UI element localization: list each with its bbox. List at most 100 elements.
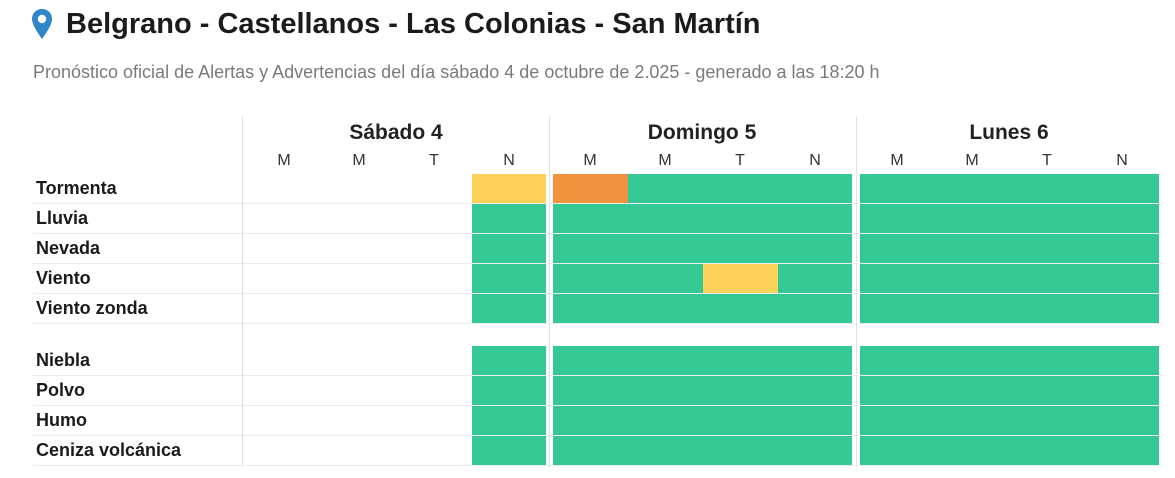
alert-cell-green [472,234,546,263]
day-header: Domingo 5 [647,121,757,144]
alert-cell-green [860,436,935,465]
period-label: M [352,152,366,169]
alert-cell-green [860,376,935,405]
alert-cell-green [1010,294,1085,323]
phenomenon-label: Lluvia [36,208,89,228]
alert-cell-green [553,406,628,435]
period-label: M [890,152,904,169]
alert-cell-green [778,264,852,293]
page-title: Belgrano - Castellanos - Las Colonias - … [66,8,761,40]
alert-cell-green [703,376,778,405]
period-label: T [735,152,745,169]
alert-cell-green [553,204,628,233]
alert-cell-green [628,264,703,293]
alert-cell-green [628,174,703,203]
alert-cell-green [703,234,778,263]
alert-cell-green [628,234,703,263]
alert-cell-green [472,204,546,233]
alert-cell-green [1010,406,1085,435]
location-pin-icon [31,8,53,40]
alert-cell-green [553,346,628,375]
alert-cell-green [553,376,628,405]
alert-cell-green [1010,376,1085,405]
alert-cell-green [472,406,546,435]
alert-cell-green [1085,174,1159,203]
page-subtitle: Pronóstico oficial de Alertas y Adverten… [33,62,880,82]
alert-cell-green [860,264,935,293]
alert-cell-green [703,174,778,203]
alert-cell-yellow [703,264,778,293]
row-divider [33,375,1163,376]
alert-cell-green [703,204,778,233]
alert-cell-green [472,346,546,375]
alert-cell-green [703,294,778,323]
phenomenon-label: Viento [36,268,91,288]
alert-cell-green [1010,234,1085,263]
alert-cell-green [1010,436,1085,465]
alert-cell-green [935,406,1010,435]
row-divider [33,435,1163,436]
alert-cell-green [553,264,628,293]
alert-cell-green [1010,174,1085,203]
row-divider [33,233,1163,234]
alert-cell-green [553,234,628,263]
period-label: M [583,152,597,169]
alert-cell-green [1085,376,1159,405]
alert-cell-green [935,346,1010,375]
alert-cell-green [1085,346,1159,375]
alert-cell-green [935,204,1010,233]
alert-cell-green [1085,436,1159,465]
period-label: M [658,152,672,169]
period-label: T [1042,152,1052,169]
alert-cell-green [935,174,1010,203]
alert-cell-green [860,204,935,233]
alert-cell-green [1085,204,1159,233]
alert-cell-green [860,174,935,203]
day-divider [856,117,857,467]
alert-cell-green [1010,264,1085,293]
alert-cell-green [703,436,778,465]
alert-cell-green [778,376,852,405]
alert-cell-green [860,294,935,323]
day-divider [242,117,243,467]
phenomenon-label: Humo [36,410,87,430]
alert-cell-green [778,406,852,435]
alert-cell-green [778,436,852,465]
alert-cell-green [628,376,703,405]
alert-cell-green [860,406,935,435]
phenomenon-label: Niebla [36,350,91,370]
row-divider [33,323,1163,324]
alert-cell-green [1085,294,1159,323]
phenomenon-label: Viento zonda [36,298,148,318]
alert-cell-green [778,294,852,323]
day-header: Lunes 6 [969,121,1049,144]
alert-cell-green [860,234,935,263]
day-divider [549,117,550,467]
alert-cell-green [935,264,1010,293]
period-label: N [809,152,821,169]
row-divider [33,405,1163,406]
phenomenon-label: Polvo [36,380,86,400]
day-header: Sábado 4 [349,121,443,144]
alert-cell-yellow [472,174,546,203]
alert-cell-green [935,234,1010,263]
alert-cell-green [628,294,703,323]
alert-cell-green [628,406,703,435]
alert-cell-green [1010,346,1085,375]
alert-cell-green [935,436,1010,465]
alert-cell-green [472,264,546,293]
alert-cell-green [472,294,546,323]
row-divider [33,203,1163,204]
alert-cell-green [472,436,546,465]
alert-cell-green [628,346,703,375]
phenomenon-label: Nevada [36,238,101,258]
alert-cell-green [1085,234,1159,263]
period-label: N [503,152,515,169]
phenomenon-label: Ceniza volcánica [36,440,182,460]
row-divider [33,263,1163,264]
phenomenon-label: Tormenta [36,178,117,198]
alert-cell-green [1085,406,1159,435]
alert-cell-green [553,436,628,465]
alert-cell-green [860,346,935,375]
